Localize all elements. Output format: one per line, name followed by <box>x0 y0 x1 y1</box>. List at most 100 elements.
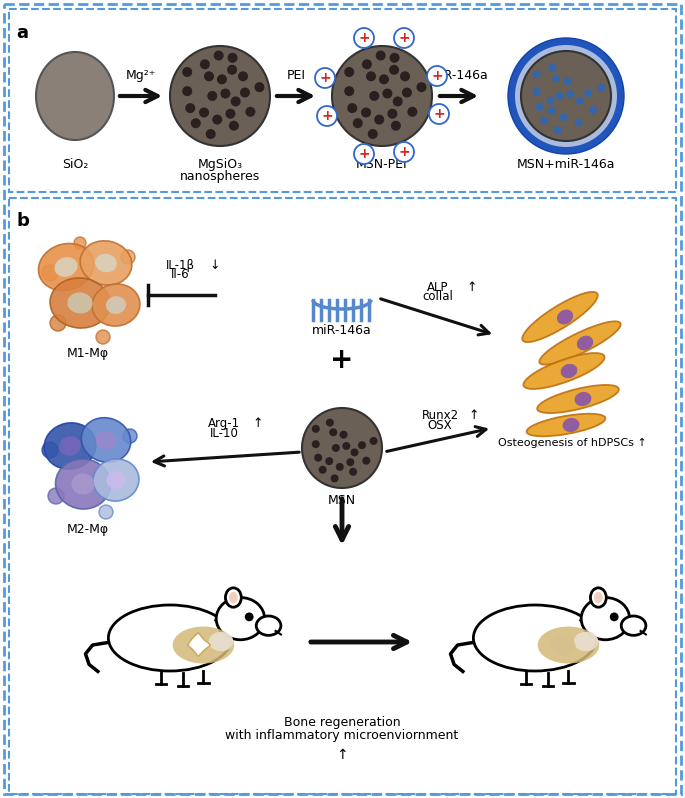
Circle shape <box>564 77 572 85</box>
Ellipse shape <box>621 616 646 635</box>
Ellipse shape <box>54 257 77 277</box>
Circle shape <box>315 68 335 88</box>
Circle shape <box>388 109 397 119</box>
Circle shape <box>375 50 386 61</box>
Ellipse shape <box>36 52 114 140</box>
Circle shape <box>347 103 358 113</box>
Text: +: + <box>433 107 445 121</box>
Circle shape <box>369 91 379 101</box>
Circle shape <box>394 28 414 48</box>
Text: MSN-PEI: MSN-PEI <box>356 158 408 171</box>
Circle shape <box>42 265 58 281</box>
Ellipse shape <box>93 459 139 501</box>
Circle shape <box>382 89 393 98</box>
Text: SiO₂: SiO₂ <box>62 158 88 171</box>
Circle shape <box>353 118 363 128</box>
Circle shape <box>50 315 66 331</box>
Circle shape <box>42 442 58 458</box>
Circle shape <box>540 117 548 124</box>
Circle shape <box>227 53 238 63</box>
Ellipse shape <box>523 353 605 389</box>
Circle shape <box>245 107 256 117</box>
Text: with inflammatory microenviornment: with inflammatory microenviornment <box>225 729 459 742</box>
Text: MSN+miR-146a: MSN+miR-146a <box>516 158 615 171</box>
Circle shape <box>317 106 337 126</box>
Circle shape <box>208 91 217 101</box>
Text: PEI: PEI <box>286 69 306 82</box>
Text: Mg²⁺: Mg²⁺ <box>126 69 156 82</box>
Circle shape <box>549 64 556 72</box>
Text: collal: collal <box>423 290 453 303</box>
Circle shape <box>354 144 374 164</box>
Circle shape <box>597 84 606 92</box>
Circle shape <box>354 28 374 48</box>
Ellipse shape <box>539 322 621 365</box>
Circle shape <box>312 440 320 448</box>
Circle shape <box>391 120 401 131</box>
Circle shape <box>589 106 597 114</box>
Circle shape <box>331 474 338 483</box>
Circle shape <box>362 59 372 69</box>
Text: +: + <box>321 109 333 123</box>
Circle shape <box>610 613 619 622</box>
Circle shape <box>254 82 264 93</box>
Text: b: b <box>16 212 29 230</box>
Circle shape <box>548 107 556 115</box>
Circle shape <box>326 419 334 427</box>
Circle shape <box>575 119 582 127</box>
Circle shape <box>96 330 110 344</box>
Circle shape <box>340 431 347 439</box>
Ellipse shape <box>38 243 94 290</box>
Circle shape <box>379 74 389 85</box>
Text: miR-146a: miR-146a <box>312 324 372 337</box>
Ellipse shape <box>92 284 140 326</box>
Ellipse shape <box>96 431 116 449</box>
Ellipse shape <box>574 632 599 651</box>
Ellipse shape <box>71 473 95 495</box>
Circle shape <box>229 120 239 131</box>
Circle shape <box>416 82 427 93</box>
Text: ↑: ↑ <box>466 281 477 294</box>
Ellipse shape <box>209 632 234 651</box>
Circle shape <box>99 505 113 519</box>
Ellipse shape <box>50 278 110 328</box>
Text: ALP: ALP <box>427 281 449 294</box>
Text: ↑: ↑ <box>468 409 479 422</box>
Circle shape <box>390 53 399 63</box>
Circle shape <box>536 103 543 111</box>
Circle shape <box>225 109 236 119</box>
Circle shape <box>547 97 555 105</box>
Circle shape <box>408 107 417 117</box>
Circle shape <box>368 129 377 139</box>
Text: Osteogenesis of hDPSCs ↑: Osteogenesis of hDPSCs ↑ <box>497 438 647 448</box>
Ellipse shape <box>82 417 131 462</box>
Circle shape <box>342 442 350 450</box>
Circle shape <box>362 456 371 464</box>
Ellipse shape <box>225 588 241 607</box>
Circle shape <box>231 97 240 106</box>
Circle shape <box>329 429 337 437</box>
Circle shape <box>240 88 250 97</box>
Circle shape <box>190 118 201 128</box>
Ellipse shape <box>551 634 575 656</box>
Text: nanospheres: nanospheres <box>180 170 260 183</box>
Circle shape <box>245 613 253 622</box>
Circle shape <box>319 466 327 474</box>
Ellipse shape <box>577 336 593 350</box>
Ellipse shape <box>537 385 619 413</box>
Text: +: + <box>330 346 353 374</box>
Text: +: + <box>358 147 370 161</box>
Text: M1-Mφ: M1-Mφ <box>67 347 109 360</box>
Circle shape <box>185 103 195 113</box>
Circle shape <box>389 65 399 75</box>
Circle shape <box>584 89 593 97</box>
Circle shape <box>351 448 358 456</box>
Ellipse shape <box>562 418 580 432</box>
Circle shape <box>553 126 562 134</box>
Polygon shape <box>188 633 210 657</box>
Circle shape <box>74 237 86 249</box>
Circle shape <box>325 457 334 465</box>
Ellipse shape <box>473 605 597 671</box>
Text: MgSiO₃: MgSiO₃ <box>197 158 242 171</box>
Circle shape <box>361 108 371 117</box>
